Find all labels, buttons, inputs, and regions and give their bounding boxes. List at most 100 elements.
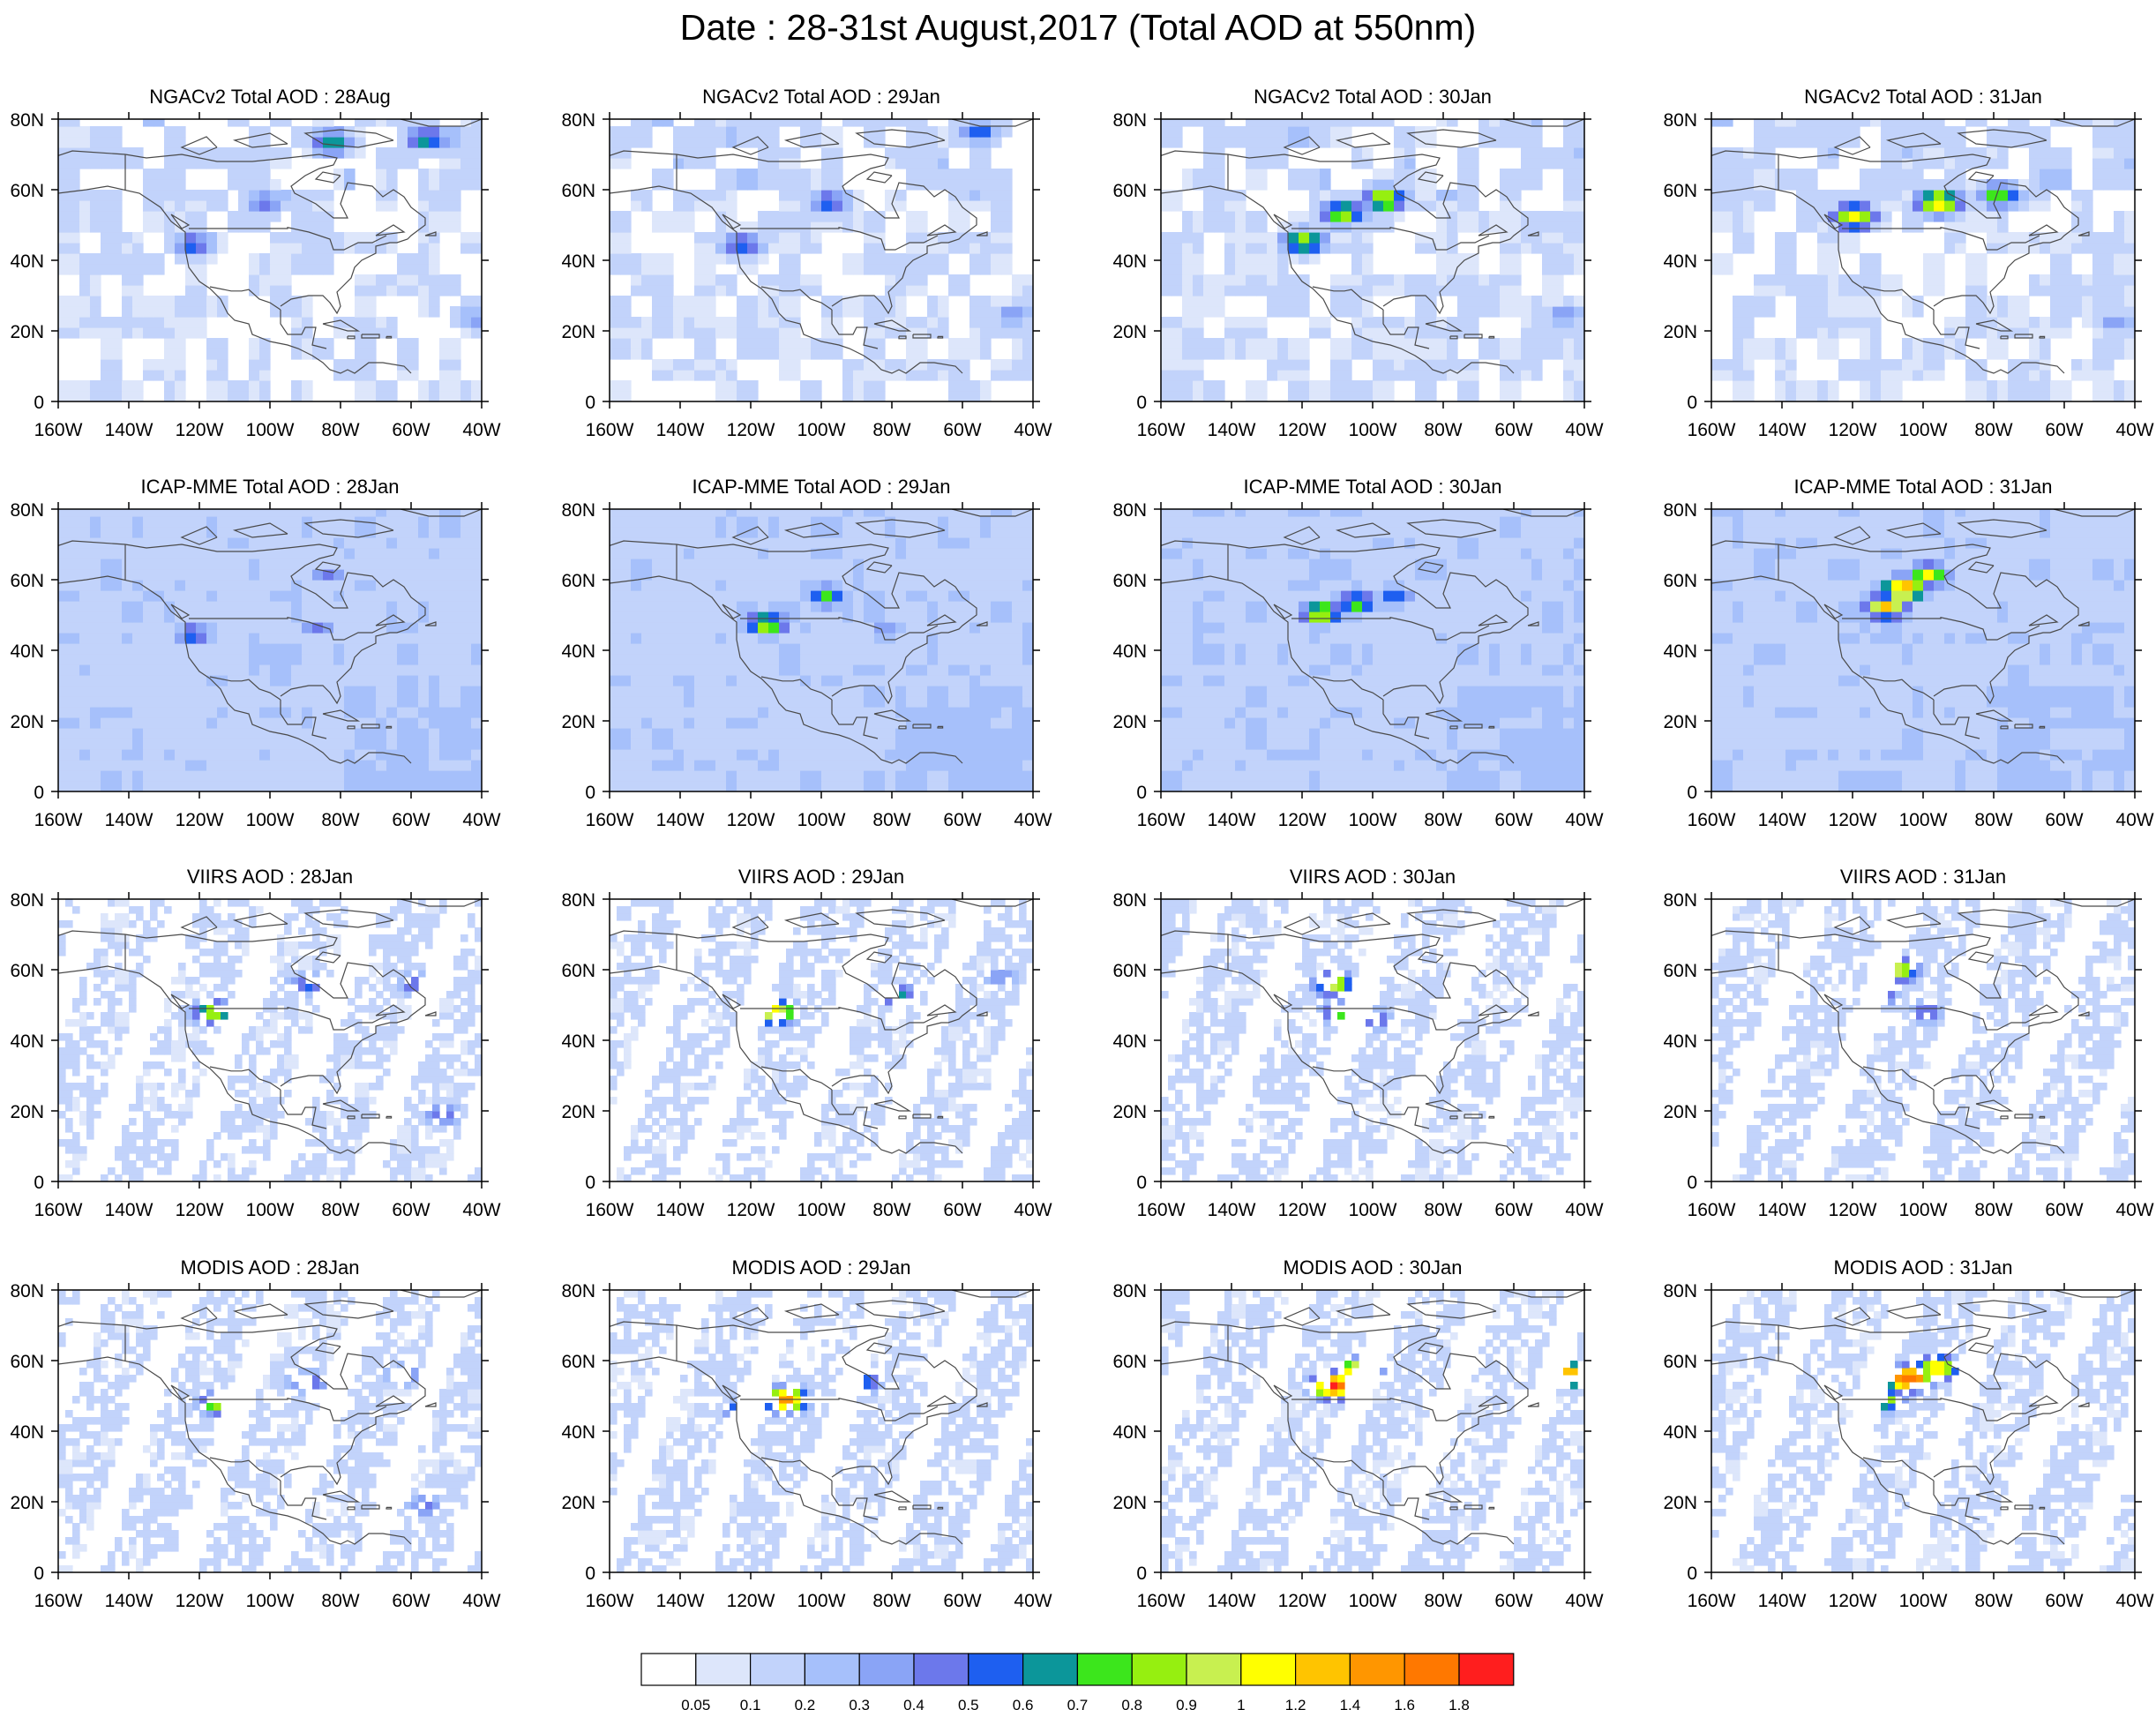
x-tick-label: 160W	[1688, 810, 1736, 830]
x-tick-label: 40W	[462, 1200, 500, 1220]
coastline	[1161, 540, 1529, 705]
y-tick-label: 0	[34, 783, 44, 803]
panel-title: MODIS AOD : 28Jan	[181, 1256, 360, 1279]
coastline	[951, 119, 1033, 127]
map-panel: NGACv2 Total AOD : 29Jan 160W 140W 120W 100W…	[561, 86, 1052, 440]
x-tick-label: 40W	[462, 1591, 500, 1611]
x-tick-label: 160W	[34, 1200, 83, 1220]
coastline	[951, 1290, 1033, 1298]
coastline	[1406, 1300, 1497, 1319]
coastline	[400, 1290, 482, 1298]
coastline	[424, 621, 437, 626]
map-panel: MODIS AOD : 30Jan 160W 140W 120W 100W 80W 60W 4…	[1112, 1256, 1603, 1611]
coastline	[58, 185, 412, 374]
coastline	[1291, 617, 1490, 641]
coastline	[1527, 1402, 1539, 1407]
coastline	[303, 909, 394, 928]
panel-title: ICAP-MME Total AOD : 28Jan	[140, 476, 399, 498]
coastline	[347, 1115, 356, 1120]
coastline	[386, 1115, 393, 1119]
coastline	[610, 185, 963, 374]
coastline	[1335, 522, 1391, 538]
x-tick-label: 40W	[2115, 1200, 2153, 1220]
coastline	[610, 1356, 963, 1545]
coastline	[926, 224, 957, 236]
coastline	[375, 1395, 406, 1407]
panel-title: VIIRS AOD : 31Jan	[1840, 866, 2006, 888]
colorbar: 0.05 0.1 0.2 0.3 0.4 0.5 0.6 0.7 0.8 0.9 1 1.2 1.4 1.…	[640, 1653, 1515, 1710]
coastline	[951, 899, 1033, 907]
coastline	[1967, 561, 1995, 574]
coastline	[1862, 1066, 1935, 1091]
x-tick-label: 140W	[656, 1591, 705, 1611]
colorbar-swatch	[1404, 1653, 1460, 1686]
coastline	[1975, 709, 2014, 722]
aod-field	[1711, 899, 2135, 1181]
aod-field	[610, 899, 1033, 1181]
coastline	[1312, 1066, 1384, 1091]
coastline	[783, 522, 840, 538]
colorbar-swatch	[804, 1653, 860, 1686]
x-tick-label: 100W	[1349, 810, 1397, 830]
coastline	[2014, 334, 2033, 339]
colorbar-label: 0.5	[958, 1697, 979, 1710]
aod-field	[58, 509, 482, 791]
coastline	[1425, 1490, 1464, 1503]
coastline	[831, 700, 879, 739]
coastline	[731, 526, 769, 545]
y-tick-label: 80N	[10, 500, 44, 521]
aod-field	[610, 119, 1033, 401]
x-tick-label: 100W	[797, 810, 846, 830]
coastline	[1842, 1398, 2040, 1421]
x-tick-label: 160W	[1137, 420, 1186, 440]
y-tick-label: 40N	[1112, 1422, 1147, 1443]
coastline	[1967, 951, 1995, 964]
map-panel: ICAP-MME Total AOD : 28Jan 160W 140W 120W 10…	[10, 476, 500, 830]
coastline	[898, 335, 907, 340]
map-panel: MODIS AOD : 28Jan 160W 140W 120W 100W 80W 60W 4…	[10, 1256, 500, 1611]
coastline	[303, 1300, 394, 1319]
y-tick-label: 60N	[1112, 961, 1147, 981]
x-tick-label: 80W	[1424, 1200, 1462, 1220]
y-tick-label: 80N	[1112, 500, 1147, 521]
x-tick-label: 40W	[1014, 810, 1052, 830]
panel-title: VIIRS AOD : 28Jan	[187, 866, 353, 888]
panel-title: NGACv2 Total AOD : 31Jan	[1804, 86, 2042, 108]
x-tick-label: 80W	[872, 1591, 910, 1611]
y-tick-label: 40N	[10, 251, 44, 272]
coastline	[2028, 614, 2059, 626]
x-tick-label: 40W	[2115, 810, 2153, 830]
figure-title: Date : 28-31st August,2017 (Total AOD at…	[679, 7, 1477, 48]
y-tick-label: 40N	[561, 1422, 595, 1443]
aod-field	[1161, 899, 1584, 1181]
x-tick-label: 140W	[1208, 810, 1256, 830]
coastline	[170, 604, 191, 619]
coastline	[1957, 1300, 2047, 1319]
x-tick-label: 160W	[34, 420, 83, 440]
coastline	[58, 965, 412, 1154]
y-tick-label: 40N	[1663, 1422, 1697, 1443]
y-tick-label: 0	[1136, 1173, 1147, 1193]
x-tick-label: 140W	[1758, 1200, 1807, 1220]
x-tick-label: 100W	[246, 810, 295, 830]
coastline	[1862, 676, 1935, 701]
colorbar-swatch	[1131, 1653, 1187, 1686]
colorbar-label: 0.7	[1067, 1697, 1089, 1710]
coastline	[1283, 1307, 1321, 1326]
coastline	[2077, 1402, 2090, 1407]
coastline	[1885, 132, 1942, 148]
panel-title: MODIS AOD : 29Jan	[732, 1256, 911, 1279]
x-tick-label: 140W	[1208, 1200, 1256, 1220]
x-tick-label: 60W	[2045, 420, 2083, 440]
x-tick-label: 120W	[1829, 810, 1877, 830]
coastline	[424, 1011, 437, 1016]
coastline	[610, 150, 977, 315]
coastline	[2077, 231, 2090, 236]
coastline	[1823, 1384, 1844, 1400]
coastline	[314, 1342, 341, 1354]
coastline	[2053, 1290, 2135, 1298]
coastline	[1161, 575, 1515, 764]
coastline	[1335, 132, 1391, 148]
coastline	[1933, 700, 1980, 739]
x-tick-label: 60W	[2045, 1591, 2083, 1611]
